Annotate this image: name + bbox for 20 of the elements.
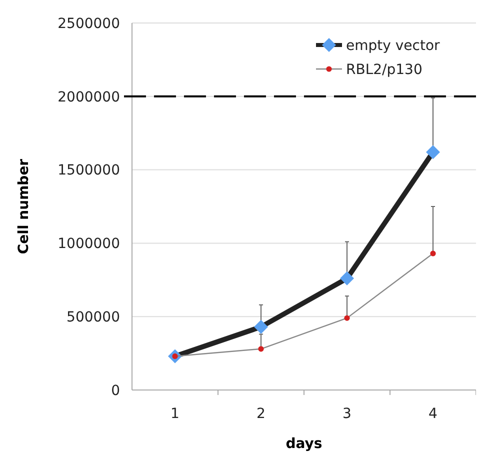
y-tick-label: 1000000: [58, 236, 120, 252]
y-tick-label: 2000000: [58, 89, 120, 106]
x-tick-label: 1: [170, 406, 180, 422]
legend-label: empty vector: [346, 38, 440, 54]
point: [344, 315, 350, 321]
legend-label: RBL2/p130: [346, 62, 422, 78]
point: [430, 250, 436, 256]
point: [426, 145, 440, 160]
y-axis-title: Cell number: [16, 158, 32, 254]
y-tick-label: 500000: [66, 310, 120, 326]
point: [340, 271, 354, 286]
x-tick-label: 4: [428, 406, 438, 422]
x-tick-label: 3: [342, 406, 352, 422]
x-tick-label: 2: [256, 406, 266, 422]
y-tick-label: 2500000: [58, 16, 120, 32]
point: [258, 346, 264, 352]
x-axis-title: days: [286, 436, 322, 452]
point: [254, 320, 268, 334]
y-tick-label: 1500000: [58, 162, 120, 179]
y-tick-label: 0: [111, 382, 120, 399]
